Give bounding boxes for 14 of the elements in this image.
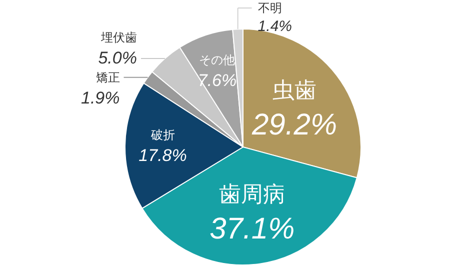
slice-label: 埋伏歯 (100, 30, 137, 44)
data-label: 1.4% (258, 18, 292, 35)
data-label: 29.2% (250, 108, 338, 142)
slice-label: 虫歯 (272, 78, 317, 103)
legend-label: 不明 (258, 1, 282, 15)
data-label: 17.8% (138, 146, 187, 165)
slice-label: その他 (199, 53, 236, 68)
data-label: 5.0% (98, 48, 137, 68)
data-label: 7.6% (198, 71, 237, 90)
data-label: 37.1% (210, 212, 295, 246)
slice-label: 歯周病 (219, 181, 286, 206)
slice-label: 破折 (150, 128, 175, 142)
data-label: 1.9% (81, 88, 120, 108)
slice-label: 矯正 (96, 70, 120, 84)
